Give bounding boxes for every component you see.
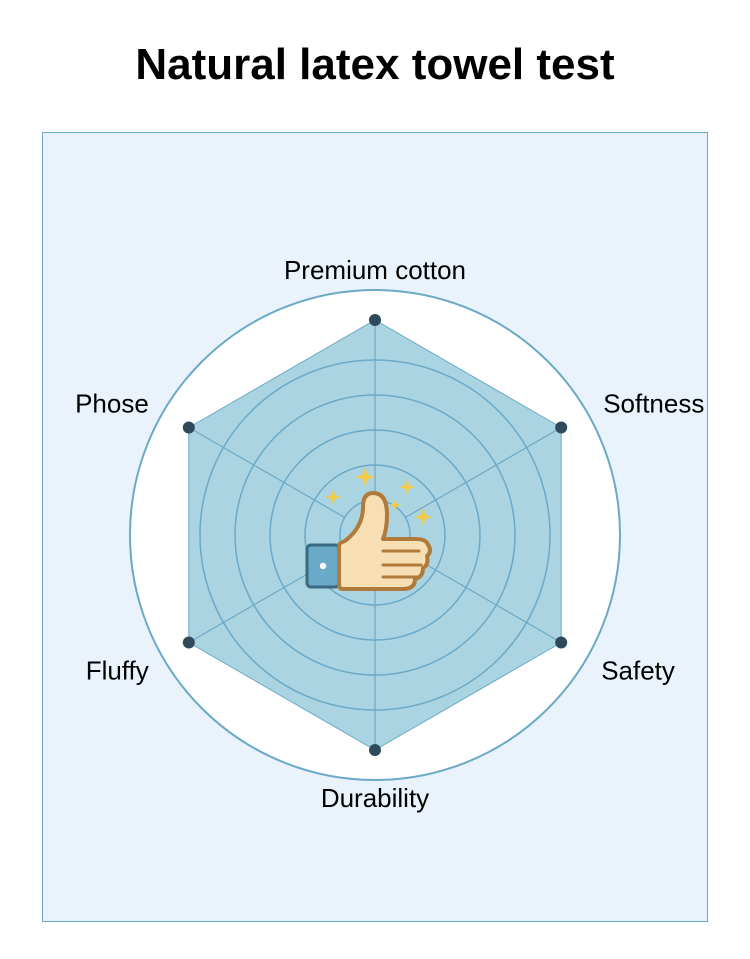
radar-vertex-dot (369, 314, 381, 326)
radar-axis-label: Softness (603, 388, 704, 418)
radar-axis-label: Safety (601, 655, 675, 685)
radar-vertex-dot (555, 637, 567, 649)
radar-vertex-dot (555, 422, 567, 434)
radar-vertex-dot (369, 744, 381, 756)
radar-chart: Premium cotton Softness Safety Durability Fl… (0, 0, 750, 959)
radar-axis-label: Premium cotton (284, 255, 466, 285)
radar-axis-label: Phose (75, 388, 149, 418)
radar-vertex-dot (183, 422, 195, 434)
icon-cuff-button (320, 563, 326, 569)
radar-axis-label: Fluffy (86, 655, 149, 685)
radar-axis-label: Durability (321, 783, 429, 813)
radar-vertex-dot (183, 637, 195, 649)
